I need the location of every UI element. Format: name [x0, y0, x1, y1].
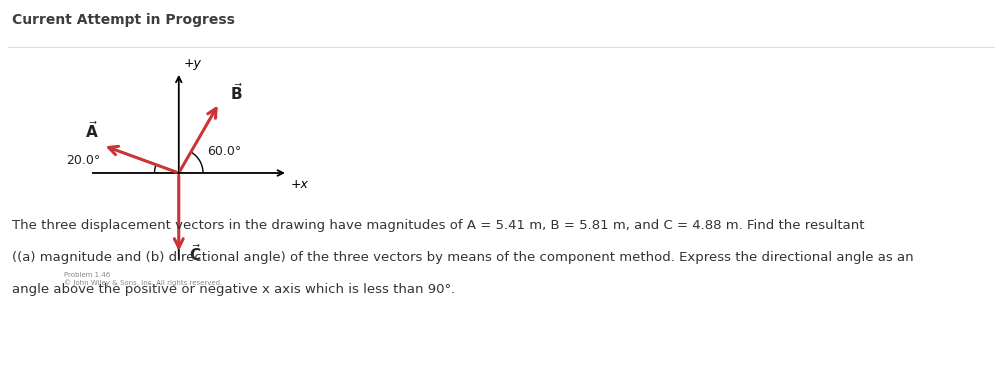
Text: +x: +x	[291, 178, 309, 191]
Text: The three displacement vectors in the drawing have magnitudes of A = 5.41 m, B =: The three displacement vectors in the dr…	[12, 219, 864, 232]
Text: $\vec{\mathbf{C}}$: $\vec{\mathbf{C}}$	[189, 243, 202, 264]
Text: $\vec{\mathbf{B}}$: $\vec{\mathbf{B}}$	[231, 82, 243, 103]
Text: ((a) magnitude and (b) directional angle) of the three vectors by means of the c: ((a) magnitude and (b) directional angle…	[12, 251, 914, 264]
Text: angle above the positive or negative x axis which is less than 90°.: angle above the positive or negative x a…	[12, 283, 456, 296]
Text: Current Attempt in Progress: Current Attempt in Progress	[12, 13, 235, 27]
Text: +y: +y	[184, 57, 202, 70]
Text: 60.0°: 60.0°	[207, 145, 242, 158]
Text: $\vec{\mathbf{A}}$: $\vec{\mathbf{A}}$	[85, 121, 98, 141]
Text: Problem 1.46
© John Wiley & Sons, Inc. All rights reserved.: Problem 1.46 © John Wiley & Sons, Inc. A…	[64, 272, 222, 286]
Text: 20.0°: 20.0°	[66, 154, 100, 167]
